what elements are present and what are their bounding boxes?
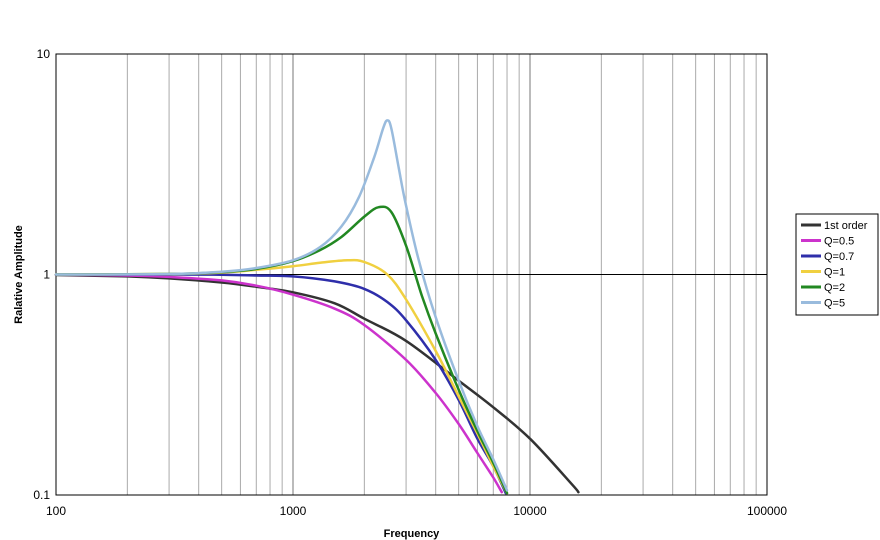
x-tick-label: 10000 (513, 504, 547, 518)
series-line-1st-order (54, 273, 580, 494)
legend: 1st order Q=0.5 Q=0.7 Q=1 Q=2 Q=5 (795, 213, 879, 316)
x-tick-label: 1000 (280, 504, 307, 518)
y-axis-title: Ralative Amplitude (13, 225, 25, 324)
series-layer (54, 119, 580, 495)
series-line-q-2 (54, 205, 509, 495)
x-tick-label: 100000 (747, 504, 787, 518)
y-tick-label: 1 (43, 268, 50, 282)
legend-box (795, 213, 879, 316)
y-tick-label: 10 (37, 47, 51, 61)
y-tick-label: 0.1 (33, 488, 50, 502)
y-tick-labels: 0.1 1 10 (33, 47, 50, 502)
x-tick-labels: 100 1000 10000 100000 (46, 504, 787, 518)
legend-label: 1st order (824, 220, 868, 232)
legend-label: Q=1 (824, 267, 845, 279)
series-line-q-0-5 (54, 273, 504, 494)
legend-label: Q=2 (824, 282, 845, 294)
x-axis-title: Frequency (384, 528, 441, 540)
x-tick-label: 100 (46, 504, 66, 518)
series-line-q-5 (54, 119, 509, 492)
series-line-q-0-7 (54, 273, 507, 495)
legend-label: Q=5 (824, 298, 845, 310)
series-line-q-1 (54, 258, 509, 495)
legend-label: Q=0.7 (824, 251, 854, 263)
legend-label: Q=0.5 (824, 236, 854, 248)
